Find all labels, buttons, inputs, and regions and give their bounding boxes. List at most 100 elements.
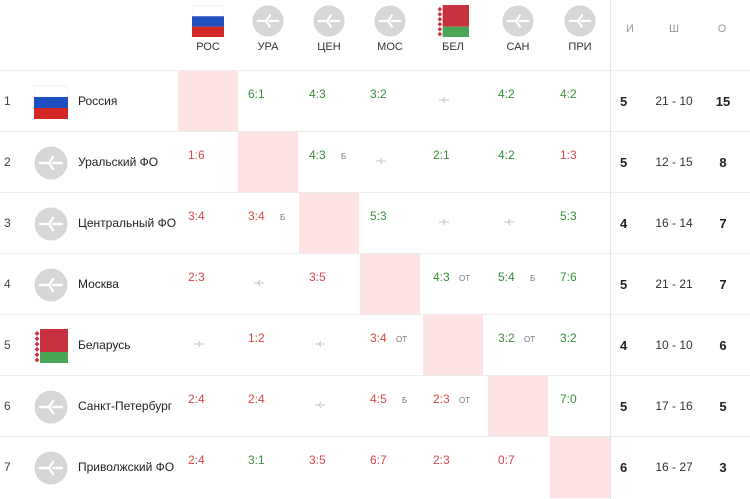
match-score[interactable]: 4:2 <box>560 87 577 101</box>
match-score[interactable]: 3:5 <box>309 453 326 467</box>
table-row[interactable]: 7 Приволжский ФО 2:4 3:1 3:5 6:7 2:3 0:7 6 16 - 2… <box>0 436 750 498</box>
table-row[interactable]: 2 Уральский ФО 1:6 4:3 Б 2:1 4:2 1:3 5 12 - 15 8 <box>0 131 750 193</box>
match-score[interactable]: 2:3 <box>188 270 205 284</box>
match-score[interactable]: 7:6 <box>560 270 577 284</box>
match-score[interactable]: 4:2 <box>498 87 515 101</box>
match-score[interactable]: 2:3 <box>433 453 450 467</box>
match-cell[interactable]: 3:4 <box>178 193 238 254</box>
match-score[interactable]: 3:1 <box>248 453 265 467</box>
match-cell[interactable]: 3:4 ОТ <box>360 315 420 376</box>
match-cell[interactable] <box>360 132 420 193</box>
match-score[interactable]: 2:4 <box>188 392 205 406</box>
match-score[interactable]: 4:3 <box>309 87 326 101</box>
column-header-7[interactable]: ПРИ <box>550 0 610 70</box>
match-cell[interactable]: 4:2 <box>488 132 548 193</box>
team-name[interactable]: Санкт-Петербург <box>78 399 173 413</box>
match-score[interactable]: 5:3 <box>370 209 387 223</box>
match-cell[interactable] <box>423 71 483 132</box>
match-cell[interactable]: 6:7 <box>360 437 420 498</box>
match-cell[interactable]: 2:4 <box>178 437 238 498</box>
match-cell[interactable]: 3:1 <box>238 437 298 498</box>
team-name[interactable]: Приволжский ФО <box>78 460 175 474</box>
match-cell[interactable]: 4:2 <box>550 71 610 132</box>
match-cell[interactable]: 2:3 <box>178 254 238 315</box>
match-score[interactable]: 3:4 <box>188 209 205 223</box>
match-cell[interactable]: 3:2 <box>550 315 610 376</box>
match-score[interactable]: 2:4 <box>248 392 265 406</box>
match-score[interactable]: 3:4 <box>248 209 265 223</box>
team-name[interactable]: Россия <box>78 94 118 108</box>
column-header-5[interactable]: БЕЛ <box>423 0 483 70</box>
goals-column-header: Ш <box>668 23 680 35</box>
match-score[interactable]: 6:7 <box>370 453 387 467</box>
match-score[interactable]: 7:0 <box>560 392 577 406</box>
table-row[interactable]: 5 Беларусь 1:2 3:4 ОТ 3:2 ОТ 3:2 4 10 - 10 6 <box>0 314 750 376</box>
match-cell[interactable]: 1:2 <box>238 315 298 376</box>
match-cell[interactable]: 1:6 <box>178 132 238 193</box>
match-score[interactable]: 5:3 <box>560 209 577 223</box>
column-header-4[interactable]: МОС <box>360 0 420 70</box>
match-score[interactable]: 4:5 <box>370 392 387 406</box>
match-cell[interactable] <box>488 193 548 254</box>
column-header-2[interactable]: УРА <box>238 0 298 70</box>
match-cell[interactable]: 3:2 <box>360 71 420 132</box>
match-score[interactable]: 3:2 <box>498 331 515 345</box>
match-cell[interactable] <box>178 315 238 376</box>
match-cell[interactable]: 4:3 Б <box>299 132 359 193</box>
match-cell[interactable]: 1:3 <box>550 132 610 193</box>
column-header-label: РОС <box>196 41 220 53</box>
team-name[interactable]: Москва <box>78 277 119 291</box>
match-cell[interactable]: 5:3 <box>550 193 610 254</box>
match-cell[interactable]: 5:4 Б <box>488 254 548 315</box>
match-cell[interactable] <box>299 376 359 437</box>
match-score[interactable]: 3:2 <box>370 87 387 101</box>
team-name[interactable]: Беларусь <box>78 338 131 352</box>
match-score[interactable]: 5:4 <box>498 270 515 284</box>
table-row[interactable]: 6 Санкт-Петербург 2:4 2:4 4:5 Б 2:3 ОТ 7:0 5 17 - … <box>0 375 750 437</box>
match-cell[interactable]: 4:5 Б <box>360 376 420 437</box>
column-header-1[interactable]: РОС <box>178 0 238 70</box>
match-cell[interactable]: 0:7 <box>488 437 548 498</box>
match-score[interactable]: 3:4 <box>370 331 387 345</box>
table-row[interactable]: 3 Центральный ФО 3:4 3:4 Б 5:3 5:3 4 16 - 14 7 <box>0 192 750 254</box>
match-cell[interactable]: 3:5 <box>299 437 359 498</box>
match-cell[interactable] <box>238 254 298 315</box>
match-score[interactable]: 4:3 <box>433 270 450 284</box>
match-cell[interactable]: 3:4 Б <box>238 193 298 254</box>
match-score[interactable]: 2:4 <box>188 453 205 467</box>
match-score[interactable]: 3:2 <box>560 331 577 345</box>
match-score[interactable]: 2:3 <box>433 392 450 406</box>
match-cell[interactable]: 2:4 <box>178 376 238 437</box>
match-cell[interactable]: 2:4 <box>238 376 298 437</box>
match-cell[interactable]: 2:3 ОТ <box>423 376 483 437</box>
match-cell[interactable] <box>299 315 359 376</box>
match-cell[interactable] <box>423 193 483 254</box>
column-header-6[interactable]: САН <box>488 0 548 70</box>
match-score[interactable]: 1:6 <box>188 148 205 162</box>
match-cell[interactable]: 7:6 <box>550 254 610 315</box>
match-cell[interactable]: 5:3 <box>360 193 420 254</box>
column-header-3[interactable]: ЦЕН <box>299 0 359 70</box>
match-cell[interactable]: 3:5 <box>299 254 359 315</box>
match-score[interactable]: 4:2 <box>498 148 515 162</box>
match-cell[interactable]: 3:2 ОТ <box>488 315 548 376</box>
match-cell[interactable]: 4:2 <box>488 71 548 132</box>
team-name[interactable]: Уральский ФО <box>78 155 159 169</box>
match-cell[interactable]: 7:0 <box>550 376 610 437</box>
match-score[interactable]: 0:7 <box>498 453 515 467</box>
table-row[interactable]: 1 Россия 6:1 4:3 3:2 4:2 4:2 5 21 - 10 15 <box>0 70 750 132</box>
match-note: Б <box>402 396 408 405</box>
match-score[interactable]: 2:1 <box>433 148 450 162</box>
match-cell[interactable]: 6:1 <box>238 71 298 132</box>
team-name[interactable]: Центральный ФО <box>78 216 177 230</box>
match-cell[interactable]: 4:3 <box>299 71 359 132</box>
match-score[interactable]: 1:3 <box>560 148 577 162</box>
match-cell[interactable]: 4:3 ОТ <box>423 254 483 315</box>
match-score[interactable]: 6:1 <box>248 87 265 101</box>
match-score[interactable]: 3:5 <box>309 270 326 284</box>
match-score[interactable]: 4:3 <box>309 148 326 162</box>
match-cell[interactable]: 2:1 <box>423 132 483 193</box>
match-score[interactable]: 1:2 <box>248 331 265 345</box>
table-row[interactable]: 4 Москва 2:3 3:5 4:3 ОТ 5:4 Б 7:6 5 21 - 21 7 <box>0 253 750 315</box>
match-cell[interactable]: 2:3 <box>423 437 483 498</box>
